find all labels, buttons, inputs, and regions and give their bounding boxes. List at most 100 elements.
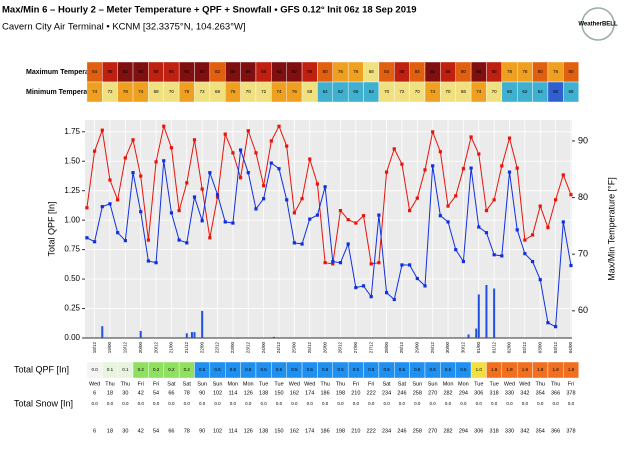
strip-cell	[563, 396, 579, 412]
strip-value: 0.5	[307, 367, 314, 372]
series-marker	[554, 325, 558, 329]
y-axis-label: Total QPF [In]	[46, 201, 56, 256]
strip-value: 90	[476, 69, 482, 74]
strip-value: 0.0	[138, 401, 145, 406]
series-marker	[315, 182, 320, 186]
strip-value: 72	[261, 89, 267, 94]
strip-value: 0.5	[430, 367, 437, 372]
date-label: 29/12	[430, 342, 435, 354]
strip-cell	[563, 361, 579, 379]
series-marker	[507, 136, 512, 140]
qpf-bar	[272, 336, 275, 338]
strip-value: 0.0	[322, 401, 329, 406]
series-marker	[454, 248, 458, 252]
series-marker	[523, 238, 527, 242]
series-marker	[369, 295, 373, 299]
x-tick-label: 78	[184, 390, 190, 396]
day-label: Thu	[121, 381, 130, 387]
date-label: 28/00	[384, 342, 389, 354]
strip-value: 92	[430, 69, 436, 74]
series-marker	[108, 202, 112, 206]
day-label: Thu	[535, 381, 544, 387]
date-label: 22/12	[215, 342, 220, 354]
x-tick-label: 90	[199, 428, 205, 434]
strip-value: 0.5	[368, 367, 375, 372]
x-tick-label: 378	[566, 390, 575, 396]
day-label: Thu	[551, 381, 560, 387]
series-marker	[338, 208, 343, 213]
date-label: 23/12	[245, 342, 250, 354]
series-marker	[446, 220, 450, 224]
x-tick-label: 366	[551, 428, 560, 434]
date-label: 23/00	[230, 342, 235, 354]
series-marker	[361, 214, 366, 218]
date-label: 02/00	[507, 342, 512, 354]
y-tick-label: 0.25	[64, 304, 80, 313]
strip-value: 78	[507, 69, 513, 74]
series-marker	[323, 185, 327, 189]
x-tick-label: 342	[520, 390, 529, 396]
day-label: Wed	[519, 381, 530, 387]
series-marker	[484, 208, 489, 213]
x-tick-label: 150	[274, 390, 283, 396]
day-label: Sat	[398, 381, 407, 387]
x-tick-label: 114	[229, 428, 238, 434]
x-tick-label: 102	[213, 390, 222, 396]
x-tick-label: 210	[351, 428, 360, 434]
x-tick-label: 114	[229, 390, 238, 396]
strip-value: 0.0	[522, 401, 529, 406]
x-tick-label: 294	[459, 428, 468, 434]
series-marker	[246, 129, 250, 133]
strip-value: 78	[522, 69, 528, 74]
strip-value: 0.5	[337, 367, 344, 372]
strip-value: 0.0	[307, 401, 314, 406]
series-marker	[415, 196, 419, 200]
series-marker	[262, 184, 266, 188]
x-tick-label: 258	[413, 428, 422, 434]
x-tick-label: 198	[336, 428, 345, 434]
chart-subtitle: Cavern City Air Terminal • KCNM [32.3375…	[2, 22, 246, 33]
x-tick-label: 30	[122, 390, 128, 396]
strip-value: 0.5	[214, 367, 221, 372]
day-label: Sun	[428, 381, 438, 387]
date-label: 20/00	[138, 342, 143, 354]
date-label: 27/12	[368, 342, 373, 354]
day-label: Thu	[320, 381, 329, 387]
series-marker	[154, 160, 158, 164]
y-tick-label: 1.00	[64, 215, 80, 224]
strip-value: 76	[230, 89, 236, 94]
strip-value: 84	[415, 69, 421, 74]
strip-value: 68	[369, 69, 375, 74]
series-marker	[100, 128, 104, 132]
strip-value: 0.0	[552, 401, 559, 406]
qpf-bar	[477, 294, 480, 338]
series-marker	[408, 208, 412, 213]
strip-value: 80	[568, 69, 574, 74]
strip-value: 70	[446, 89, 452, 94]
series-marker	[546, 225, 550, 230]
strip-value: 0.0	[230, 401, 237, 406]
strip-value: 74	[476, 89, 482, 94]
series-marker	[500, 254, 504, 258]
strip-value: 68	[307, 89, 313, 94]
x-tick-label: 246	[397, 428, 406, 434]
strip-value: 64	[538, 89, 544, 94]
strip-value: 62	[522, 89, 528, 94]
series-marker	[108, 178, 112, 182]
strip-value: 0.0	[445, 401, 452, 406]
day-label: Sat	[167, 381, 176, 387]
strip-value: 0.0	[122, 401, 129, 406]
strip-value: 72	[200, 89, 206, 94]
series-line	[86, 149, 572, 328]
strip-label: Maximum Temperature	[26, 69, 102, 76]
date-label: 21/00	[169, 342, 174, 354]
series-marker	[346, 242, 350, 246]
series-marker	[116, 198, 120, 202]
strip-value: 78	[123, 89, 129, 94]
strip-value: 64	[323, 89, 329, 94]
series-marker	[338, 261, 343, 265]
day-label: Fri	[368, 381, 374, 387]
day-label: Tue	[274, 381, 283, 387]
series-marker	[377, 261, 381, 265]
strip-value: 72	[399, 89, 405, 94]
